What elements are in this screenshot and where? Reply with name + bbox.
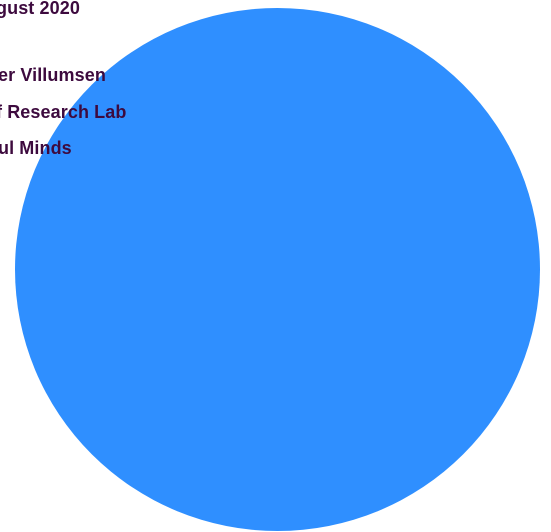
- date-text: gust 2020: [0, 0, 80, 18]
- author-name-text: er Villumsen: [0, 65, 106, 85]
- blue-circle-graphic: [15, 8, 540, 531]
